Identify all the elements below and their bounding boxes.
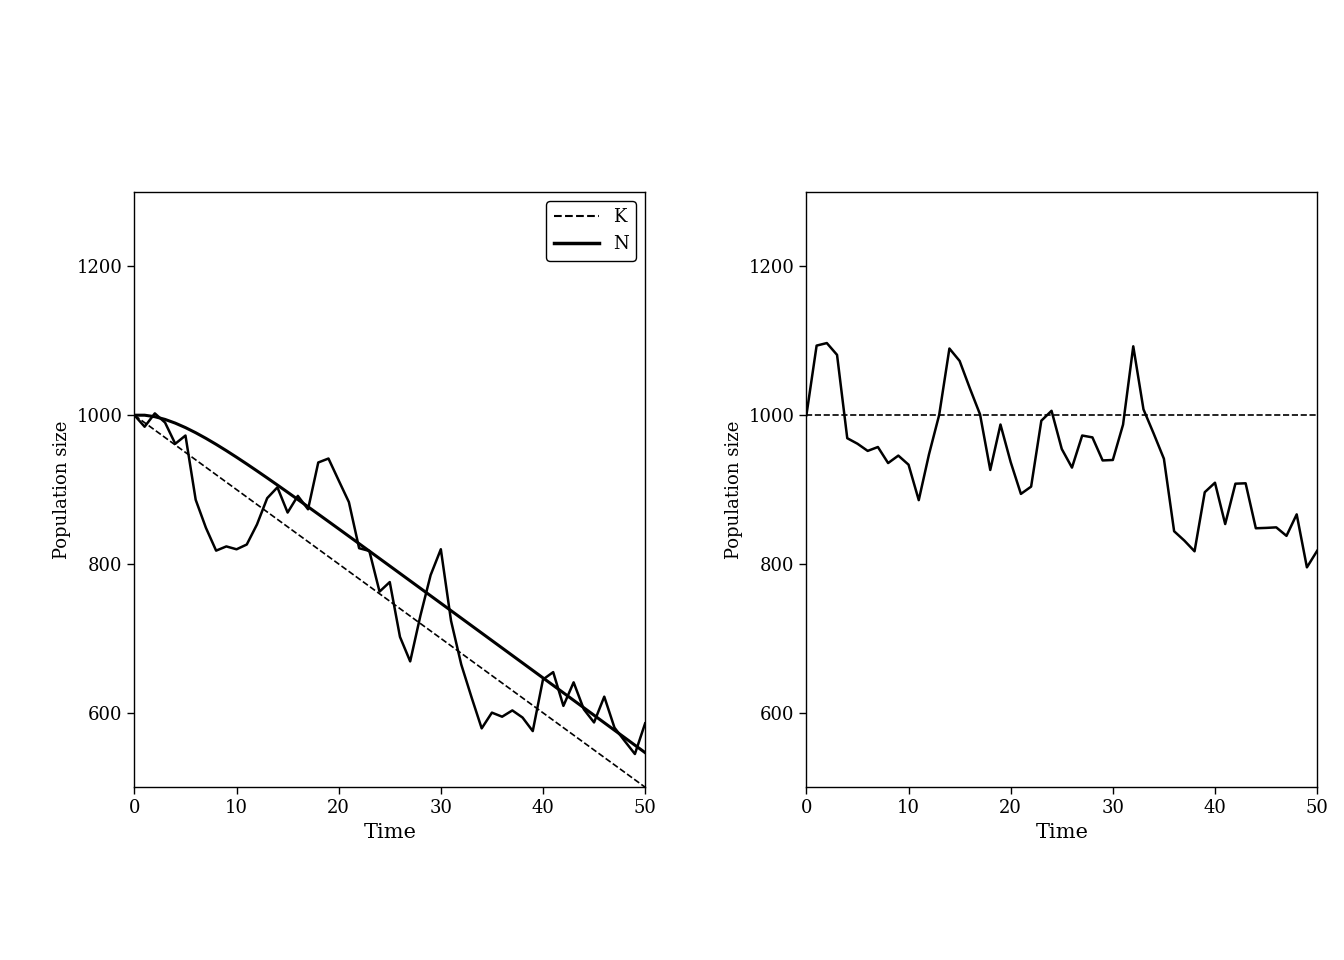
- X-axis label: Time: Time: [1035, 823, 1089, 842]
- Y-axis label: Population size: Population size: [52, 420, 71, 559]
- Legend: K, N: K, N: [546, 201, 636, 260]
- X-axis label: Time: Time: [363, 823, 417, 842]
- Y-axis label: Population size: Population size: [724, 420, 743, 559]
